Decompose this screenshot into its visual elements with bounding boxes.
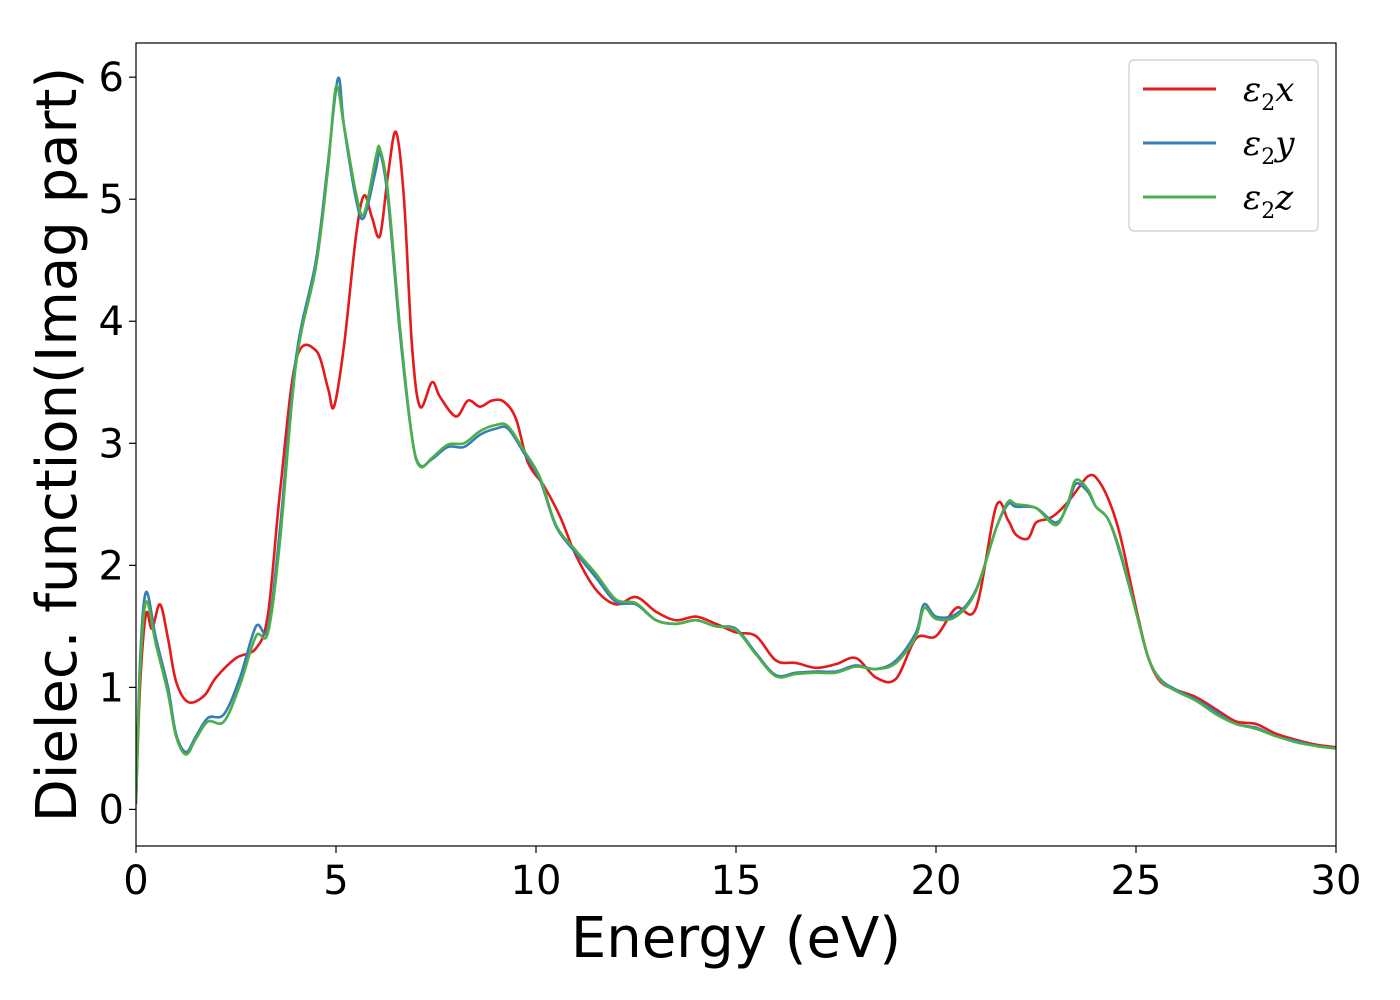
x-tick-label: 0: [123, 858, 148, 904]
y-tick-label: 1: [99, 665, 124, 711]
x-axis-label: Energy (eV): [571, 906, 901, 971]
x-tick-label: 25: [1111, 858, 1162, 904]
series-line-ε2z: [136, 84, 1336, 805]
x-tick-label: 15: [711, 858, 762, 904]
y-axis: 0 1 2 3 4 5 6: [99, 55, 136, 833]
y-tick-label: 6: [99, 55, 124, 101]
y-tick-label: 3: [99, 421, 124, 467]
legend-frame: [1128, 59, 1319, 232]
legend-label: ε2y: [1243, 124, 1295, 170]
x-axis: 0 5 10 15 20 25 30: [123, 846, 1361, 904]
legend: ε2x ε2y ε2z: [1128, 59, 1319, 232]
y-tick-label: 4: [99, 299, 124, 345]
y-tick-label: 2: [99, 543, 124, 589]
y-axis-label: Dielec. function(Imag part): [25, 67, 90, 823]
x-tick-label: 10: [511, 858, 562, 904]
series-line-ε2x: [136, 130, 1336, 805]
x-tick-label: 20: [911, 858, 962, 904]
x-tick-label: 30: [1311, 858, 1362, 904]
plot-area: [136, 76, 1336, 805]
y-tick-label: 0: [99, 787, 124, 833]
y-tick-label: 5: [99, 177, 124, 223]
legend-label: ε2z: [1243, 178, 1294, 224]
legend-label: ε2x: [1243, 70, 1294, 116]
x-tick-label: 5: [323, 858, 348, 904]
